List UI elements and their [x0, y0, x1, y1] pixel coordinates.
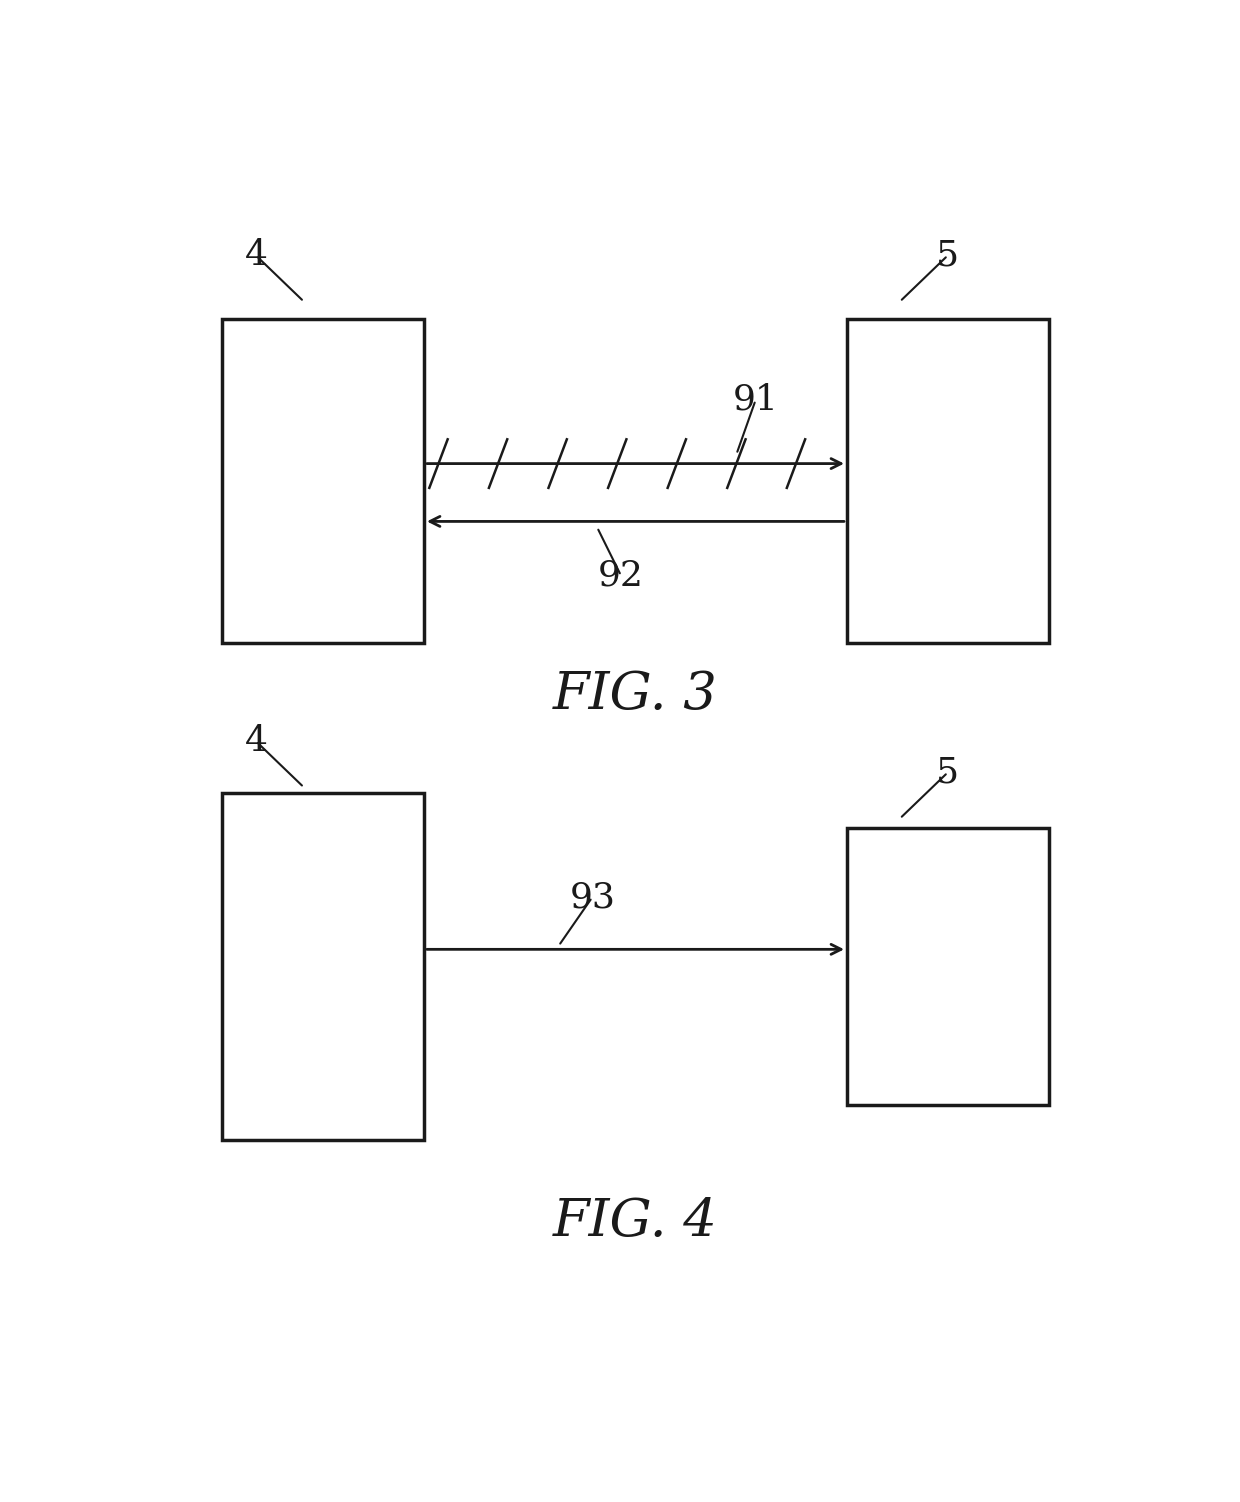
Bar — [222, 318, 424, 643]
Text: 93: 93 — [569, 880, 615, 915]
Text: 92: 92 — [598, 559, 644, 593]
Text: FIG. 3: FIG. 3 — [553, 670, 718, 721]
Text: FIG. 4: FIG. 4 — [553, 1196, 718, 1247]
Bar — [847, 318, 1049, 643]
Bar — [847, 828, 1049, 1105]
Text: 91: 91 — [733, 383, 779, 418]
Text: 5: 5 — [936, 756, 960, 790]
Text: 4: 4 — [244, 239, 268, 272]
Bar — [222, 793, 424, 1140]
Text: 5: 5 — [936, 239, 960, 272]
Text: 4: 4 — [244, 724, 268, 759]
